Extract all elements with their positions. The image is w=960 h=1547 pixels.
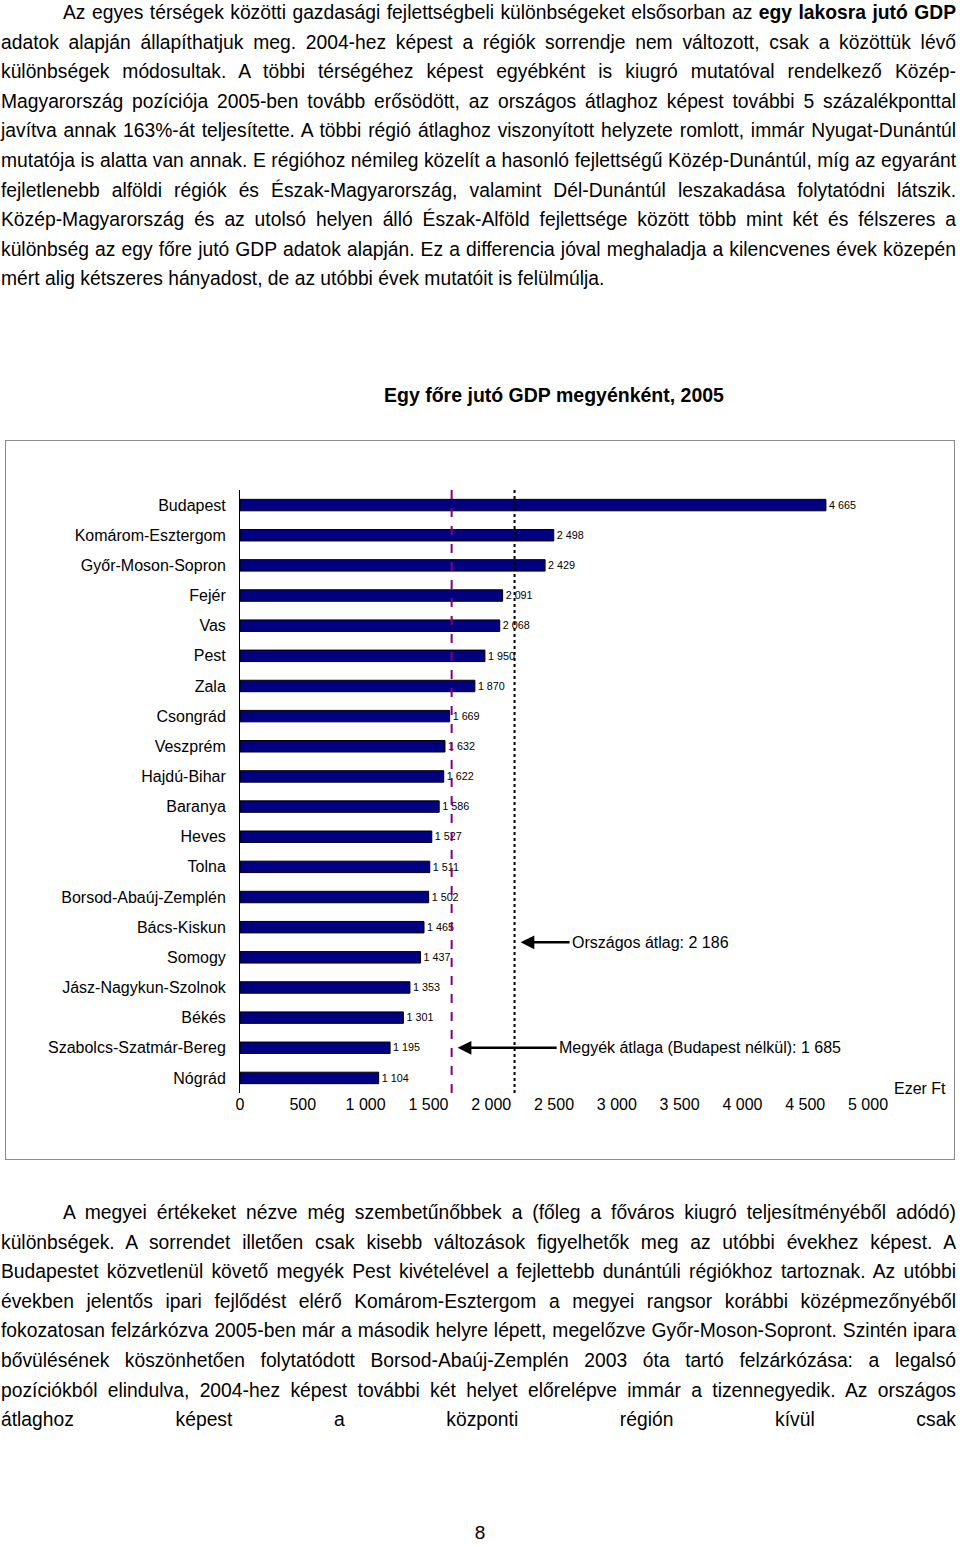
svg-text:Borsod-Abaúj-Zemplén: Borsod-Abaúj-Zemplén bbox=[61, 889, 226, 906]
svg-text:5 000: 5 000 bbox=[848, 1096, 888, 1113]
svg-text:Bács-Kiskun: Bács-Kiskun bbox=[137, 919, 226, 936]
svg-text:4 665: 4 665 bbox=[829, 499, 856, 511]
svg-text:Szabolcs-Szatmár-Bereg: Szabolcs-Szatmár-Bereg bbox=[48, 1039, 226, 1056]
svg-text:Zala: Zala bbox=[195, 678, 226, 695]
svg-text:1 632: 1 632 bbox=[448, 740, 475, 752]
svg-text:Megyék átlaga (Budapest nélkül: Megyék átlaga (Budapest nélkül): 1 685 bbox=[559, 1039, 841, 1056]
html-text:A megyei értékeket nézve még s: A megyei értékeket nézve még szembetűnőb… bbox=[1, 1202, 956, 1431]
svg-text:1 622: 1 622 bbox=[447, 770, 474, 782]
svg-text:1 353: 1 353 bbox=[413, 981, 440, 993]
svg-text:Heves: Heves bbox=[180, 828, 225, 845]
svg-text:2 429: 2 429 bbox=[548, 559, 575, 571]
svg-text:Pest: Pest bbox=[194, 647, 227, 664]
html-text:Az egyes térségek közötti gazd: Az egyes térségek közötti gazdasági fejl… bbox=[63, 2, 956, 23]
svg-text:Veszprém: Veszprém bbox=[155, 738, 226, 755]
svg-text:Egy főre jutó GDP megyénként,: Egy főre jutó GDP megyénként, 2005 bbox=[384, 384, 724, 406]
svg-text:1 104: 1 104 bbox=[382, 1072, 409, 1084]
svg-text:1 586: 1 586 bbox=[442, 800, 469, 812]
svg-text:3 000: 3 000 bbox=[597, 1096, 637, 1113]
svg-text:1 301: 1 301 bbox=[406, 1011, 433, 1023]
svg-text:1 195: 1 195 bbox=[393, 1041, 420, 1053]
svg-text:Vas: Vas bbox=[199, 617, 225, 634]
svg-text:Csongrád: Csongrád bbox=[156, 708, 225, 725]
svg-text:500: 500 bbox=[289, 1096, 316, 1113]
svg-text:1 870: 1 870 bbox=[478, 680, 505, 692]
svg-text:Tolna: Tolna bbox=[188, 858, 226, 875]
svg-text:4 000: 4 000 bbox=[722, 1096, 762, 1113]
svg-text:1 000: 1 000 bbox=[346, 1096, 386, 1113]
svg-text:1 669: 1 669 bbox=[453, 710, 480, 722]
svg-text:1 500: 1 500 bbox=[408, 1096, 448, 1113]
svg-text:Békés: Békés bbox=[181, 1009, 225, 1026]
svg-text:Hajdú-Bihar: Hajdú-Bihar bbox=[141, 768, 226, 785]
svg-text:1 502: 1 502 bbox=[432, 891, 459, 903]
svg-text:Budapest: Budapest bbox=[158, 497, 226, 514]
svg-text:Győr-Moson-Sopron: Győr-Moson-Sopron bbox=[81, 557, 226, 574]
svg-text:Fejér: Fejér bbox=[189, 587, 226, 604]
svg-text:3 500: 3 500 bbox=[660, 1096, 700, 1113]
svg-text:2 000: 2 000 bbox=[471, 1096, 511, 1113]
svg-text:Jász-Nagykun-Szolnok: Jász-Nagykun-Szolnok bbox=[62, 979, 227, 996]
svg-text:2 500: 2 500 bbox=[534, 1096, 574, 1113]
svg-text:1 950: 1 950 bbox=[488, 650, 515, 662]
svg-text:2 068: 2 068 bbox=[503, 619, 530, 631]
svg-text:1 465: 1 465 bbox=[427, 921, 454, 933]
svg-text:2 498: 2 498 bbox=[557, 529, 584, 541]
html-text:8: 8 bbox=[474, 1522, 486, 1543]
svg-text:0: 0 bbox=[236, 1096, 245, 1113]
svg-text:2 091: 2 091 bbox=[506, 589, 533, 601]
svg-text:4 500: 4 500 bbox=[785, 1096, 825, 1113]
svg-text:1 511: 1 511 bbox=[433, 861, 459, 873]
svg-text:Nógrád: Nógrád bbox=[173, 1070, 225, 1087]
svg-text:Somogy: Somogy bbox=[167, 949, 226, 966]
svg-text:Baranya: Baranya bbox=[166, 798, 226, 815]
svg-text:Ezer Ft: Ezer Ft bbox=[894, 1080, 946, 1097]
html-text:adatok alapján állapíthatjuk m: adatok alapján állapíthatjuk meg. 2004-h… bbox=[1, 31, 956, 290]
svg-text:1 437: 1 437 bbox=[423, 951, 450, 963]
svg-text:1 527: 1 527 bbox=[435, 830, 462, 842]
svg-text:Komárom-Esztergom: Komárom-Esztergom bbox=[75, 527, 226, 544]
svg-text:Országos átlag: 2 186: Országos átlag: 2 186 bbox=[572, 934, 729, 951]
